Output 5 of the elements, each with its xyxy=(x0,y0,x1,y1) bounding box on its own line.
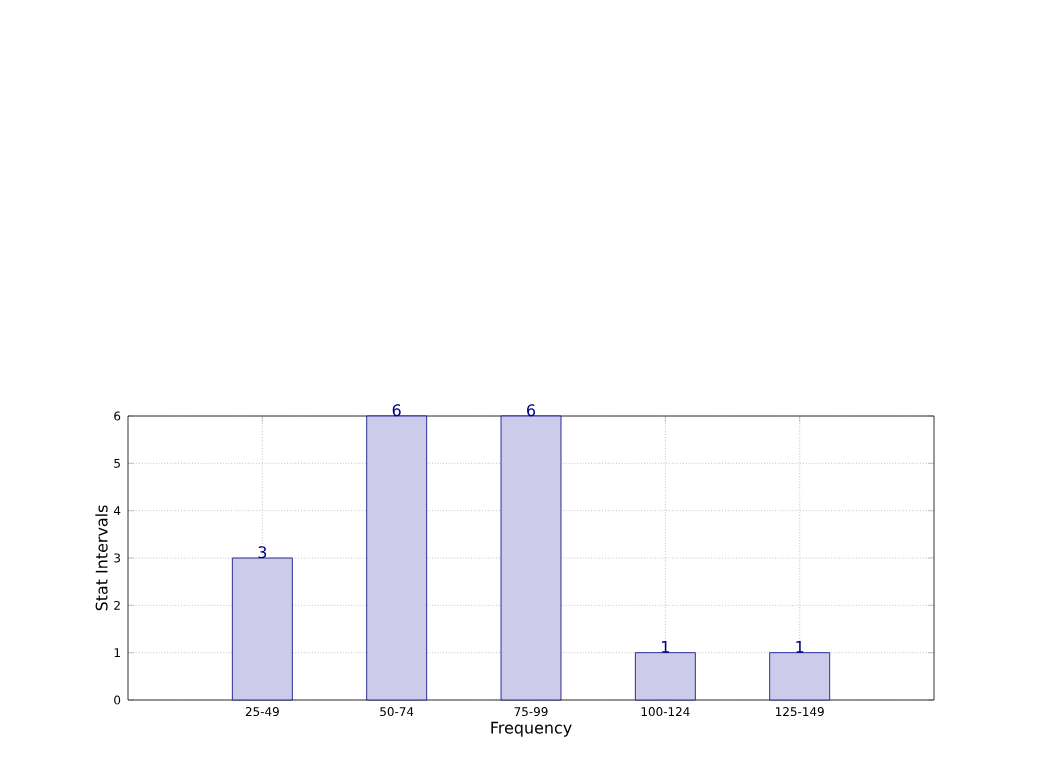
bar xyxy=(634,652,696,701)
bar xyxy=(769,652,831,701)
bar xyxy=(366,415,428,701)
bar xyxy=(500,415,562,701)
bar xyxy=(231,557,293,701)
